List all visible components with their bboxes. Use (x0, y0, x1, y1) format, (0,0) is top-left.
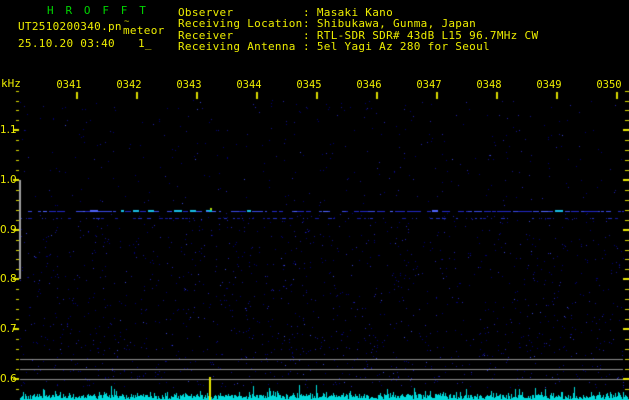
info-value-location: : Shibukawa, Gunma, Japan (303, 17, 477, 30)
freq-axis-label: 1.0 (0, 174, 17, 186)
freq-axis-unit: kHz (1, 77, 21, 90)
info-value-antenna: : 5el Yagi Az 280 for Seoul (303, 40, 490, 53)
time-axis-label: 0344 (236, 79, 262, 91)
datetime-label: 25.10.20 03:40 (18, 37, 115, 50)
time-axis-label: 0350 (596, 79, 622, 91)
filename-label: UT2510200340.pn (18, 20, 122, 33)
time-axis-label: 0342 (116, 79, 142, 91)
freq-axis-label: 0.8 (0, 273, 17, 285)
time-axis-label: 0347 (416, 79, 442, 91)
freq-axis-label: 0.7 (0, 323, 17, 335)
freq-axis-label: 0.6 (0, 373, 17, 385)
time-axis-label: 0341 (56, 79, 82, 91)
info-label-location: Receiving Location (178, 17, 303, 30)
freq-axis-label: 0.9 (0, 224, 17, 236)
time-axis-label: 0345 (296, 79, 322, 91)
info-value-observer: : Masaki Kano (303, 6, 393, 19)
echo-counter: 1_ (138, 37, 152, 50)
app-title: H R O F F T (47, 4, 149, 17)
info-label-antenna: Receiving Antenna (178, 40, 296, 53)
info-label-observer: Observer (178, 6, 234, 19)
time-axis-label: 0349 (536, 79, 562, 91)
filename-overlap-artifact: ~ (124, 17, 130, 27)
info-label-receiver: Receiver (178, 29, 234, 42)
time-axis-label: 0343 (176, 79, 202, 91)
time-axis-label: 0346 (356, 79, 382, 91)
time-axis-label: 0348 (476, 79, 502, 91)
info-value-receiver: : RTL-SDR SDR# 43dB L15 96.7MHz CW (303, 29, 539, 42)
mode-label: meteor (123, 24, 165, 37)
freq-axis-label: 1.1 (0, 124, 17, 136)
